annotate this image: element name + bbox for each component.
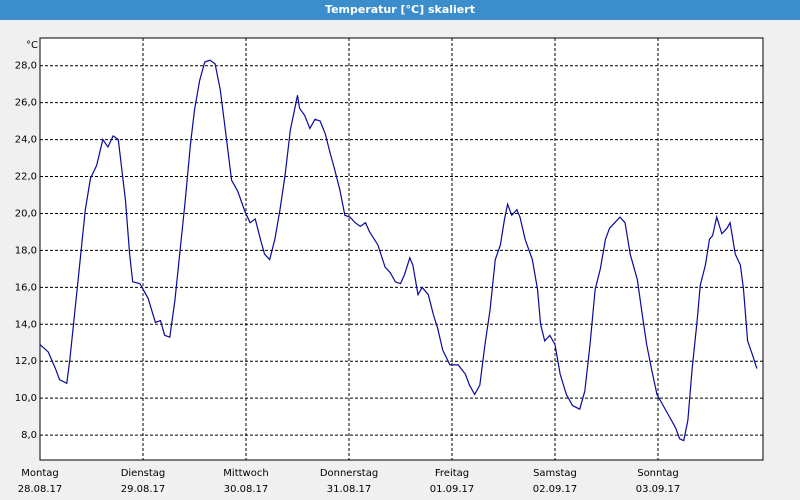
y-tick-label: 28,0 bbox=[15, 61, 37, 72]
y-tick-label: 14,0 bbox=[15, 319, 37, 330]
y-tick-label: 16,0 bbox=[15, 282, 37, 293]
x-tick-date: 01.09.17 bbox=[430, 484, 475, 495]
x-tick-date: 28.08.17 bbox=[18, 484, 63, 495]
x-tick-label: Sonntag bbox=[637, 468, 679, 479]
y-tick-label: 24,0 bbox=[15, 135, 37, 146]
y-tick-label: 12,0 bbox=[15, 356, 37, 367]
y-tick-label: 8,0 bbox=[21, 430, 37, 441]
y-tick-label: 20,0 bbox=[15, 208, 37, 219]
plot-area bbox=[39, 37, 764, 461]
x-tick-date: 31.08.17 bbox=[327, 484, 372, 495]
y-tick-label: 26,0 bbox=[15, 98, 37, 109]
x-tick-label: Samstag bbox=[533, 468, 577, 479]
x-tick-date: 30.08.17 bbox=[224, 484, 269, 495]
x-tick-label: Freitag bbox=[435, 468, 469, 479]
x-tick-label: Dienstag bbox=[121, 468, 166, 479]
x-tick-date: 29.08.17 bbox=[121, 484, 166, 495]
x-tick-label: Montag bbox=[21, 468, 58, 479]
y-tick-label: 10,0 bbox=[15, 393, 37, 404]
x-tick-label: Donnerstag bbox=[320, 468, 378, 479]
x-tick-date: 02.09.17 bbox=[533, 484, 578, 495]
title-bar: Temperatur [°C] skaliert bbox=[0, 0, 800, 20]
x-tick-date: 03.09.17 bbox=[636, 484, 681, 495]
y-tick-label: 18,0 bbox=[15, 245, 37, 256]
temperature-line bbox=[39, 59, 758, 442]
x-tick-label: Mittwoch bbox=[223, 468, 268, 479]
y-tick-label: 22,0 bbox=[15, 172, 37, 183]
y-axis-label: °C bbox=[26, 40, 38, 51]
chart: °C 8,0 10,0 12,0 14,0 16,0 18,0 20,0 22,0 24,0 26… bbox=[15, 37, 764, 495]
